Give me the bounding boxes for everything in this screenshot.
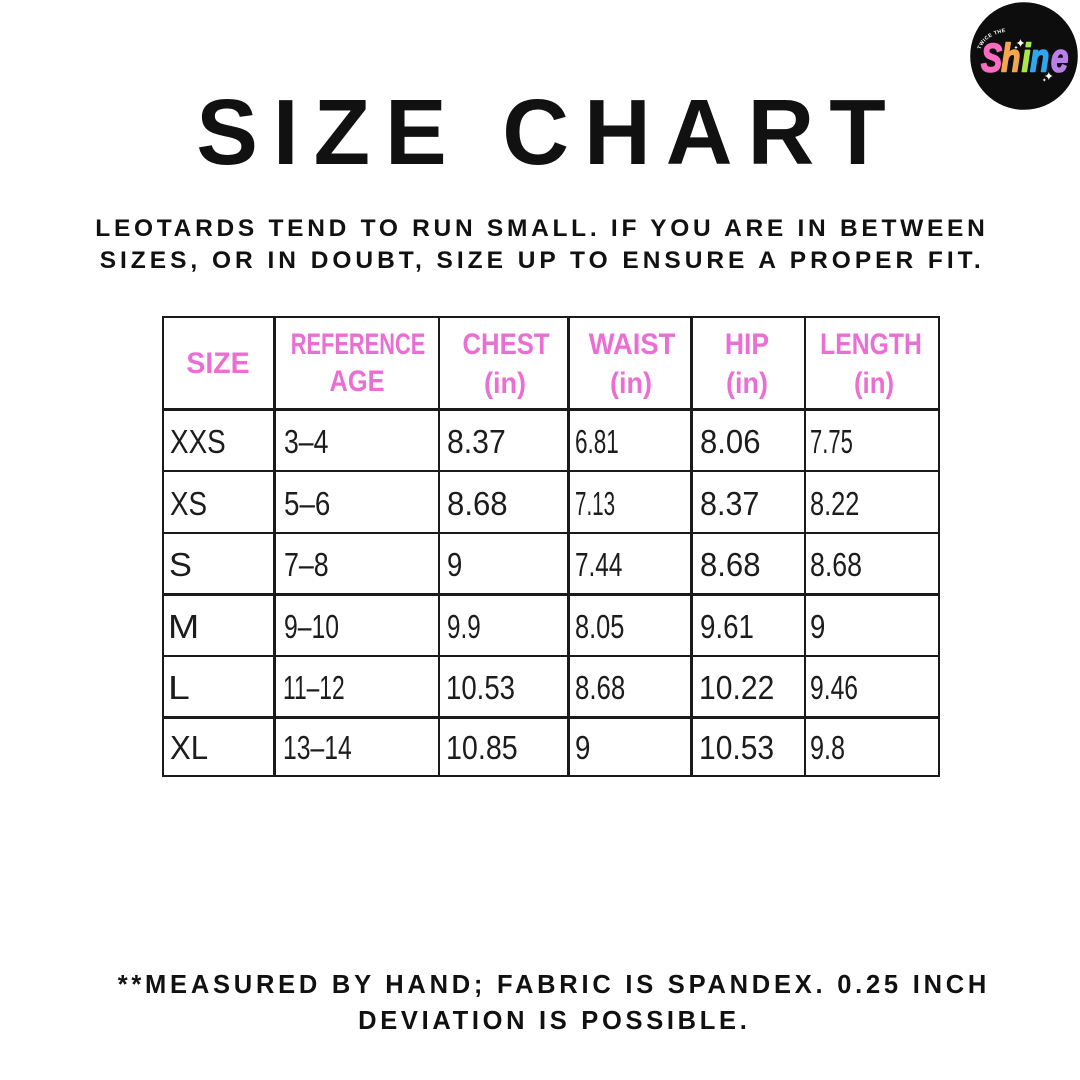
svg-text:h: h: [1001, 34, 1020, 79]
svg-text:S: S: [981, 34, 1002, 79]
svg-text:n: n: [1029, 34, 1048, 79]
svg-text:i: i: [1021, 34, 1031, 79]
svg-text:e: e: [1050, 34, 1068, 79]
